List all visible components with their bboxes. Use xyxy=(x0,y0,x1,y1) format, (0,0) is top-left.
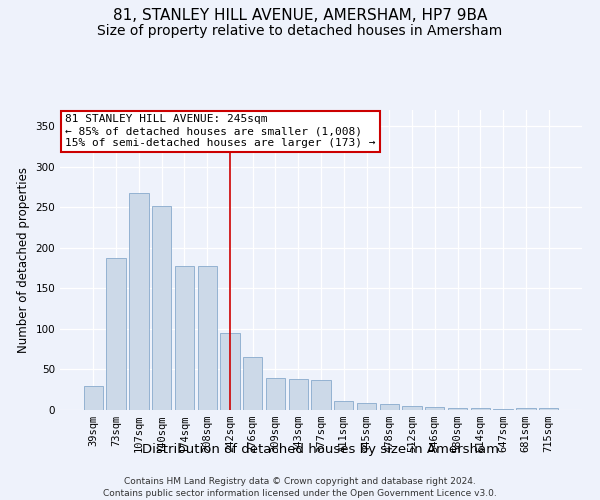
Bar xyxy=(129,192,149,410)
Bar xyxy=(84,386,103,410)
Bar xyxy=(243,358,262,410)
Bar xyxy=(493,409,513,410)
Bar xyxy=(380,404,399,410)
Text: 81, STANLEY HILL AVENUE, AMERSHAM, HP7 9BA: 81, STANLEY HILL AVENUE, AMERSHAM, HP7 9… xyxy=(113,8,487,22)
Bar xyxy=(175,266,194,410)
Bar xyxy=(425,407,445,410)
Text: Contains HM Land Registry data © Crown copyright and database right 2024.
Contai: Contains HM Land Registry data © Crown c… xyxy=(103,476,497,498)
Text: Distribution of detached houses by size in Amersham: Distribution of detached houses by size … xyxy=(143,442,499,456)
Y-axis label: Number of detached properties: Number of detached properties xyxy=(17,167,30,353)
Bar xyxy=(106,258,126,410)
Bar xyxy=(539,408,558,410)
Bar xyxy=(220,333,239,410)
Bar xyxy=(311,380,331,410)
Bar xyxy=(470,408,490,410)
Bar xyxy=(334,401,353,410)
Bar xyxy=(266,378,285,410)
Bar xyxy=(197,266,217,410)
Text: 81 STANLEY HILL AVENUE: 245sqm
← 85% of detached houses are smaller (1,008)
15% : 81 STANLEY HILL AVENUE: 245sqm ← 85% of … xyxy=(65,114,376,148)
Bar xyxy=(448,408,467,410)
Text: Size of property relative to detached houses in Amersham: Size of property relative to detached ho… xyxy=(97,24,503,38)
Bar xyxy=(357,402,376,410)
Bar xyxy=(403,406,422,410)
Bar xyxy=(152,206,172,410)
Bar xyxy=(516,408,536,410)
Bar xyxy=(289,379,308,410)
